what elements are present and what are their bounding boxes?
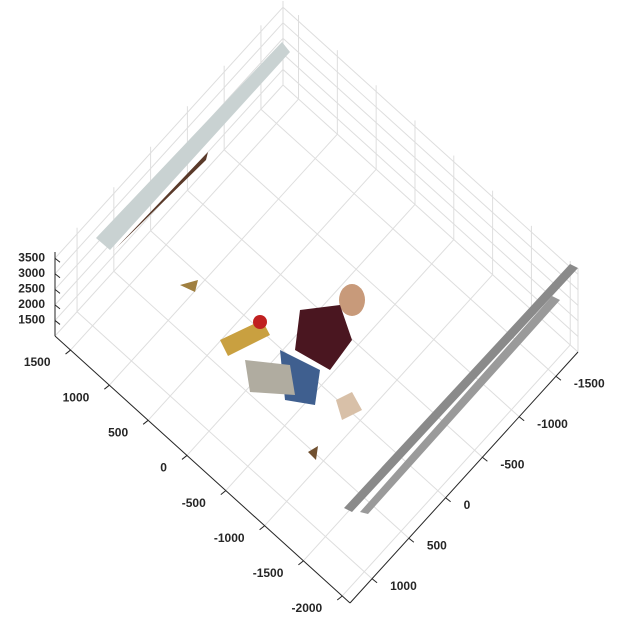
x-tick-label: 500	[427, 538, 447, 552]
tick-mark	[220, 490, 227, 495]
tick-mark	[482, 456, 488, 462]
grid-line	[76, 311, 373, 580]
tick-mark	[54, 320, 61, 325]
chair	[245, 360, 295, 395]
object	[180, 280, 198, 292]
y-tick-label: -2000	[292, 601, 323, 615]
z-tick-label: 3500	[18, 250, 45, 264]
z-tick-label: 3000	[18, 266, 45, 280]
tick-mark	[142, 419, 149, 425]
point-cloud	[96, 42, 578, 514]
object	[336, 392, 362, 420]
y-tick-label: -1500	[253, 566, 284, 580]
y-tick-label: 1000	[63, 390, 90, 404]
y-axis	[54, 335, 351, 604]
wall-points-dark	[112, 152, 208, 252]
grid-line	[108, 133, 338, 386]
floor-points	[360, 296, 560, 514]
head	[339, 284, 365, 316]
grid-line	[341, 344, 571, 597]
tick-mark	[336, 595, 343, 601]
grid-line	[260, 108, 557, 377]
tick-mark	[54, 288, 61, 294]
tick-mark	[371, 578, 378, 584]
tick-mark	[445, 497, 451, 503]
x-tick-label: -500	[500, 457, 524, 471]
x-tick-label: 0	[464, 498, 471, 512]
object	[308, 446, 318, 460]
tick-mark	[259, 525, 265, 531]
tick-mark	[298, 560, 304, 566]
grid-line	[147, 168, 377, 421]
z-tick-label: 1500	[18, 313, 45, 327]
grid-line	[225, 239, 455, 491]
floor-points	[344, 264, 578, 512]
y-tick-label: 1500	[24, 355, 51, 369]
object	[220, 320, 270, 356]
x-axis	[349, 351, 579, 604]
object	[253, 315, 267, 329]
tick-mark	[408, 537, 415, 543]
tick-mark	[181, 455, 188, 460]
wall-points	[96, 42, 290, 250]
y-tick-label: -1000	[214, 531, 245, 545]
x-tick-label: -1500	[574, 376, 605, 390]
tick-mark	[555, 375, 562, 381]
grid-box	[54, 84, 284, 337]
grid-box	[282, 84, 579, 353]
tick-mark	[54, 273, 61, 279]
tick-mark	[54, 257, 61, 263]
z-tick-label: 2000	[18, 297, 45, 311]
tick-mark	[54, 304, 61, 310]
grid	[54, 1, 579, 597]
x-tick-label: 1000	[390, 579, 417, 593]
y-tick-label: 0	[160, 461, 167, 475]
tick-mark	[104, 384, 110, 390]
x-tick-label: -1000	[537, 417, 568, 431]
grid-line	[70, 98, 299, 351]
body	[295, 305, 352, 370]
y-tick-label: -500	[182, 496, 206, 510]
tick-mark	[65, 349, 71, 355]
grid-line	[264, 274, 493, 527]
tick-mark	[518, 416, 525, 422]
z-tick-label: 2500	[18, 282, 45, 296]
y-tick-label: 500	[108, 425, 128, 439]
